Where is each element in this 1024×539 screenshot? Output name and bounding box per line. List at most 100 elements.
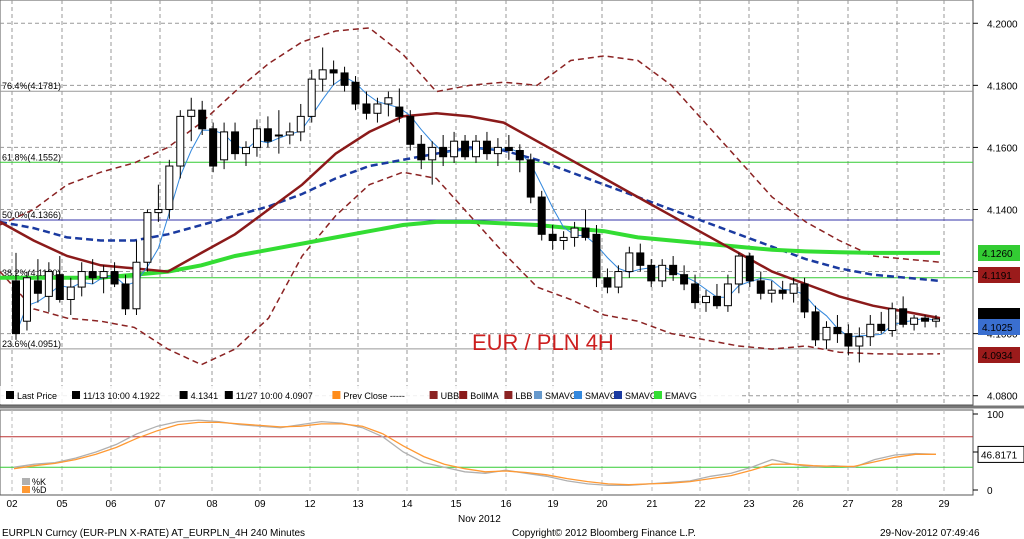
candle-body	[209, 128, 218, 167]
candle-body	[165, 165, 174, 210]
candle-body	[274, 134, 283, 137]
x-axis-ticks: 02 05 06 07 08 09 12 13 14 15 16 19 20 21 22 23 26 27 28 29	[6, 499, 950, 510]
y-tick-label: 4.2000	[987, 19, 1018, 30]
candle-body	[406, 115, 415, 145]
candle-body	[702, 295, 710, 304]
candle-body	[450, 140, 459, 158]
legend-swatch	[179, 391, 188, 399]
candle-body	[22, 277, 31, 322]
fib-label: 76.4%(4.1781)	[2, 81, 61, 91]
candle-body	[143, 212, 152, 263]
osc-value-box	[977, 445, 1024, 463]
candle-body	[154, 208, 163, 214]
candle-body	[910, 317, 919, 325]
candle-body	[548, 233, 557, 242]
candle-body	[767, 289, 776, 294]
osc-value-label: 46.8171	[981, 450, 1018, 461]
lower-bollinger-band	[0, 171, 941, 366]
candle-body	[77, 271, 86, 288]
candle-body	[132, 261, 141, 310]
candle-body	[515, 150, 524, 161]
candle-body	[614, 271, 623, 288]
price-tag-label: 4.0934	[982, 351, 1013, 362]
footer-right: 29-Nov-2012 07:49:46	[880, 528, 980, 539]
candle-body	[318, 69, 327, 80]
main-plot-frame	[0, 0, 974, 406]
candle-body	[833, 326, 842, 335]
stochastic-d-line	[13, 421, 936, 486]
candle-body	[242, 146, 250, 155]
legend-swatch	[72, 391, 80, 399]
candle-body	[252, 128, 261, 148]
candle-body	[263, 128, 272, 142]
candle-body	[220, 131, 229, 161]
x-tick-label: 02	[6, 499, 18, 510]
candle-body	[176, 115, 185, 167]
oscillator: 05010046.8171%K%D	[0, 410, 1024, 497]
price-tag-box	[978, 347, 1020, 363]
candle-body	[745, 255, 754, 282]
candle-body	[669, 264, 678, 276]
legend-label: BollMA	[470, 391, 499, 401]
candle-body	[778, 289, 787, 294]
candle-body	[658, 264, 667, 282]
candle-body	[121, 283, 130, 310]
candle-body	[537, 196, 546, 235]
candle-body	[472, 140, 480, 158]
candle-body	[866, 323, 875, 338]
x-tick-label: 05	[56, 499, 68, 510]
legend-label: Last Price	[17, 391, 57, 401]
osc-tick-label: 0	[987, 486, 993, 497]
candle-body	[636, 252, 645, 266]
legend-swatch	[429, 391, 438, 399]
candle-body	[44, 271, 53, 297]
osc-legend-k-swatch	[22, 478, 30, 485]
price-tag-box	[978, 319, 1020, 335]
candle-body	[296, 115, 305, 133]
x-tick-label: 20	[596, 499, 608, 510]
candle-body	[647, 264, 656, 282]
legend-label: Prev Close -----	[343, 391, 405, 401]
y-tick-label: 4.1400	[987, 205, 1018, 216]
candle-body	[691, 283, 700, 304]
legend-label: SMAVG	[545, 391, 577, 401]
osc-legend-k-label: %K	[32, 477, 46, 487]
y-tick-label: 4.1600	[987, 143, 1018, 154]
oscillator-frame	[0, 409, 974, 496]
candle-body	[504, 146, 513, 152]
candle-body	[329, 69, 338, 74]
candle-body	[734, 255, 743, 285]
candle-body	[680, 274, 689, 285]
candle-body	[99, 271, 108, 279]
ema-line	[0, 219, 940, 280]
x-tick-label: 13	[352, 499, 364, 510]
candle-body	[66, 286, 75, 300]
x-tick-label: 09	[254, 499, 266, 510]
legend-swatch	[654, 391, 662, 399]
x-tick-label: 06	[105, 499, 117, 510]
candle-body	[439, 146, 448, 158]
y-tick-label: 4.1000	[987, 330, 1018, 341]
candle-body	[351, 81, 360, 105]
legend-swatch	[224, 391, 233, 399]
candle-body	[231, 131, 240, 155]
candle-body	[756, 280, 765, 294]
legend-swatch	[459, 391, 468, 399]
price-tag-label: 4.1047	[982, 312, 1013, 323]
legend-label: 11/27 10:00 4.0907	[236, 391, 313, 401]
legend-label: UBB	[441, 391, 460, 401]
legend-label: 11/13 10:00 4.1922	[83, 391, 160, 401]
candle-body	[559, 236, 568, 242]
osc-legend-d-swatch	[22, 486, 30, 493]
upper-bollinger-band	[0, 27, 941, 263]
y-tick-label: 4.0800	[987, 392, 1018, 403]
candle-body	[88, 271, 97, 279]
candles	[12, 47, 940, 363]
fib-label: 61.8%(4.1552)	[2, 152, 61, 162]
legend-label: SMAVG	[625, 391, 657, 401]
candle-body	[877, 323, 886, 332]
candle-body	[932, 318, 940, 322]
candle-body	[384, 97, 393, 105]
x-tick-label: 23	[743, 499, 755, 510]
candle-body	[417, 143, 426, 161]
